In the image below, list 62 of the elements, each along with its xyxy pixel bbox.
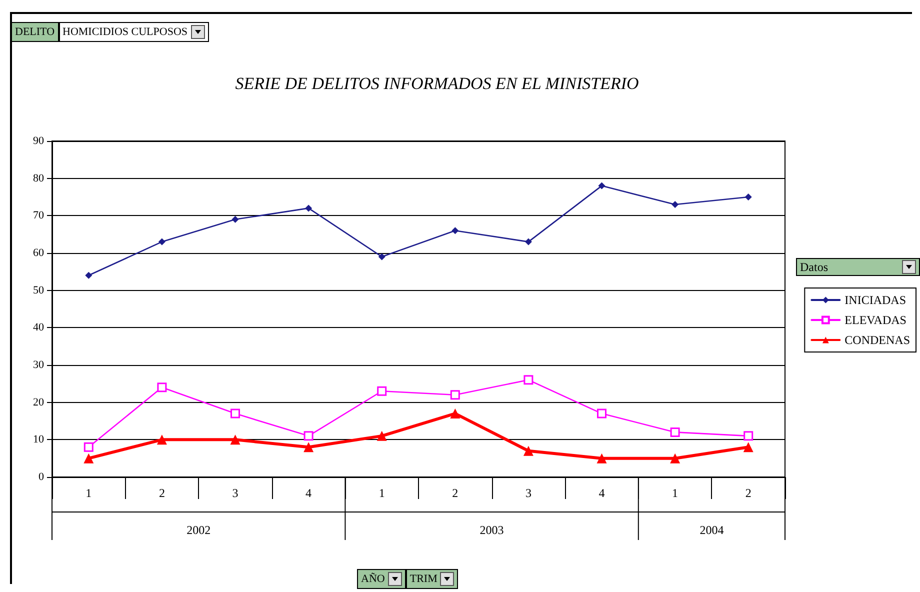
point [670,427,680,437]
point [156,434,167,445]
y-tick-label: 40 [33,322,44,334]
point [524,238,532,246]
x-tick-label: 1 [672,486,678,500]
y-tick-label: 50 [33,284,44,296]
point [450,390,460,400]
y-tick-label: 80 [33,172,44,184]
x-tick-label: 3 [525,486,532,500]
point [744,431,754,441]
point [84,442,94,452]
text: TRIM [410,573,438,585]
x-tick-label: 2 [745,486,752,500]
x-tick-label: 2 [158,486,165,500]
y-tick-label: 10 [33,434,44,446]
y-tick-label: 90 [33,135,44,147]
legend-label: ELEVADAS [844,313,906,327]
y-tick-label: 30 [33,359,44,371]
point [376,430,387,441]
y-tick-label: 20 [33,396,44,408]
point [305,204,312,212]
point [452,227,459,234]
x-tick-label: 1 [86,486,92,500]
y-tick-label: 70 [33,210,44,222]
point [523,446,534,456]
point [232,216,239,223]
x-tick-label: 3 [232,486,238,500]
point [598,182,606,190]
point [744,194,752,200]
point [743,442,754,452]
point [230,434,240,445]
x-tick-label: 1 [378,486,385,500]
point [230,408,240,418]
point [450,408,460,419]
point [84,453,94,464]
point [85,272,92,279]
point [524,375,534,385]
y-tick-label: 0 [38,471,44,483]
point [157,382,167,392]
point [158,238,166,246]
chart-title: SERIE DE DELITOS INFORMADOS EN EL MINISTERIO [235,74,639,93]
point [597,408,606,418]
text: 2003 [480,523,504,537]
x-tick-label: 4 [306,486,312,500]
legend-label: CONDENAS [844,333,910,347]
y-tick-label: 60 [33,247,44,259]
text: AÑO [361,573,385,585]
point [378,253,386,260]
point [670,453,680,464]
point [672,200,679,208]
x-tick-label: 2 [452,486,458,500]
text: 2004 [700,523,724,537]
x-tick-label: 4 [598,486,605,500]
point [377,386,387,396]
text: HOMICIDIOS CULPOSOS [62,26,188,38]
text: 2002 [186,523,211,537]
text: DELITO [15,26,55,38]
point [304,431,314,441]
point [596,453,607,464]
point [304,442,314,452]
legend-label: INICIADAS [844,293,906,307]
legend-title: Datos [800,260,828,274]
